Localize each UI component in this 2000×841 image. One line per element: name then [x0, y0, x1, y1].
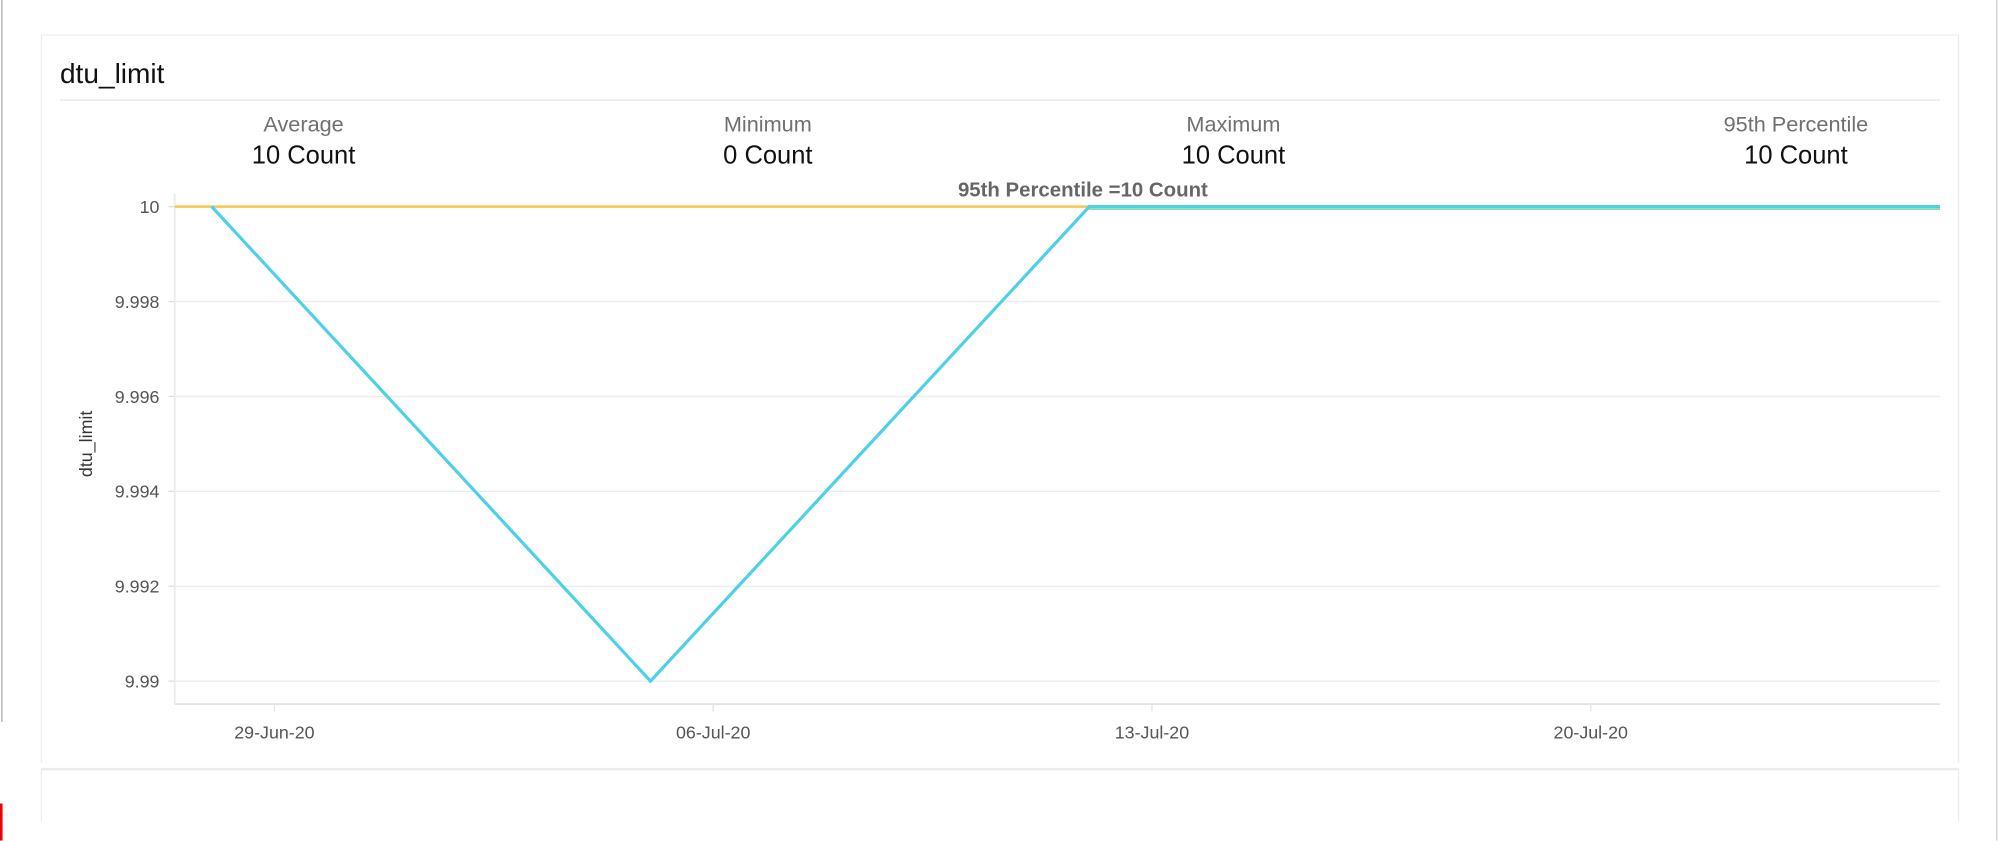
stat-value: 10 Count — [251, 141, 356, 170]
y-axis-label: dtu_limit — [76, 411, 97, 477]
stat-label: Maximum — [1186, 112, 1281, 137]
panel-title: dtu_limit — [59, 57, 165, 90]
stat-label: Minimum — [723, 112, 812, 137]
stat-minimum: Minimum 0 Count — [615, 112, 921, 171]
x-tick-label: 06-Jul-20 — [676, 723, 750, 743]
stat-label: Average — [263, 112, 344, 137]
stat-value: 10 Count — [1744, 141, 1848, 170]
percentile-label: 95th Percentile =10 Count — [958, 179, 1208, 201]
stat-label: 95th Percentile — [1723, 112, 1869, 137]
stat-value: 0 Count — [723, 141, 813, 170]
x-tick-label: 13-Jul-20 — [1115, 723, 1189, 743]
y-tick-label: 9.994 — [115, 482, 160, 502]
left-border — [1, 0, 3, 722]
stat-95th-percentile: 95th Percentile 10 Count — [1643, 112, 1949, 171]
y-tick-label: 9.992 — [115, 577, 160, 597]
stat-value: 10 Count — [1181, 141, 1286, 170]
y-tick-label: 9.99 — [125, 671, 160, 691]
right-border — [1996, 0, 1998, 841]
x-tick-label: 20-Jul-20 — [1554, 723, 1628, 743]
x-tick-label: 29-Jun-20 — [234, 723, 314, 743]
y-tick-label: 9.996 — [115, 387, 160, 407]
y-tick-label: 9.998 — [115, 292, 160, 312]
red-marker — [0, 803, 3, 841]
title-divider — [59, 99, 1941, 101]
next-panel — [40, 767, 1960, 822]
stat-average: Average 10 Count — [151, 112, 457, 171]
chart-panel — [40, 34, 1960, 763]
y-tick-label: 10 — [140, 197, 160, 217]
series-line — [210, 205, 1941, 684]
stat-maximum: Maximum 10 Count — [1080, 112, 1386, 171]
